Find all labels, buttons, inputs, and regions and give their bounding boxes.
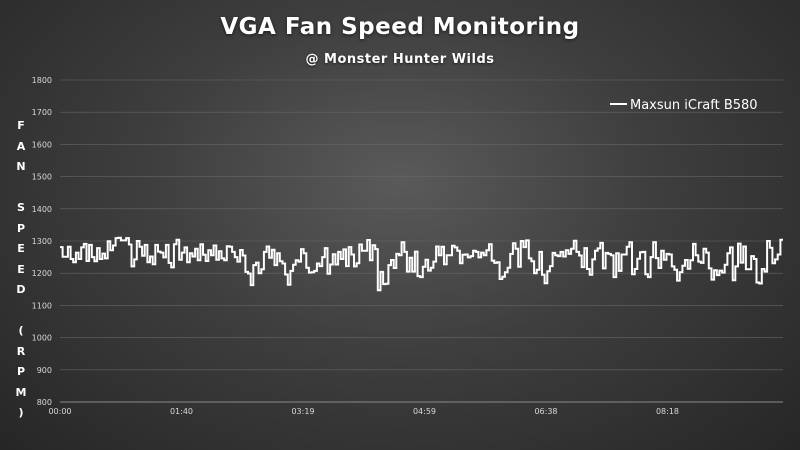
x-tick-label: 08:18 (656, 407, 679, 416)
y-tick-label: 1300 (32, 237, 52, 246)
y-tick-label: 1800 (32, 76, 52, 85)
y-tick-labels: 800 900 1000 1100 1200 1300 1400 1500 1600 1700 18… (32, 76, 52, 407)
y-axis-label-char: D (16, 283, 26, 296)
y-axis-label-char: P (16, 365, 26, 378)
y-tick-label: 1600 (32, 140, 52, 149)
y-axis-label-char: S (17, 201, 25, 214)
y-tick-label: 1400 (32, 205, 52, 214)
y-axis-label-char: ( (18, 324, 24, 337)
y-axis-label-char: N (16, 160, 26, 173)
x-tick-label: 00:00 (48, 407, 71, 416)
chart-title: VGA Fan Speed Monitoring (220, 14, 580, 40)
x-tick-label: 01:40 (170, 407, 193, 416)
y-tick-label: 900 (37, 366, 52, 375)
y-axis-label-char: A (16, 139, 26, 153)
series-line (60, 236, 783, 292)
chart-subtitle: @ Monster Hunter Wilds (305, 52, 495, 67)
y-axis-label-char: M (15, 385, 27, 399)
y-axis-label-char: R (16, 344, 26, 358)
legend: Maxsun iCraft B580 (610, 98, 758, 113)
y-axis-label-char: E (17, 262, 25, 276)
x-tick-label: 03:19 (291, 407, 314, 416)
y-axis-label-char: P (16, 221, 26, 235)
y-tick-label: 1200 (32, 269, 52, 278)
y-axis-label-char: ) (18, 406, 24, 419)
y-tick-label: 1700 (32, 108, 52, 117)
y-tick-label: 1500 (32, 173, 52, 182)
x-tick-label: 06:38 (534, 407, 557, 416)
legend-label: Maxsun iCraft B580 (630, 98, 758, 113)
x-tick-labels: 00:00 01:40 03:19 04:59 06:38 08:18 (48, 407, 679, 416)
y-axis-label-char: F (17, 119, 25, 132)
y-axis-label-char: E (17, 242, 25, 255)
x-tick-label: 04:59 (413, 407, 436, 416)
gridlines (60, 79, 783, 403)
y-tick-label: 1100 (32, 301, 52, 310)
series-lines (60, 236, 783, 292)
y-tick-label: 800 (37, 398, 52, 407)
y-tick-label: 1000 (32, 334, 52, 343)
